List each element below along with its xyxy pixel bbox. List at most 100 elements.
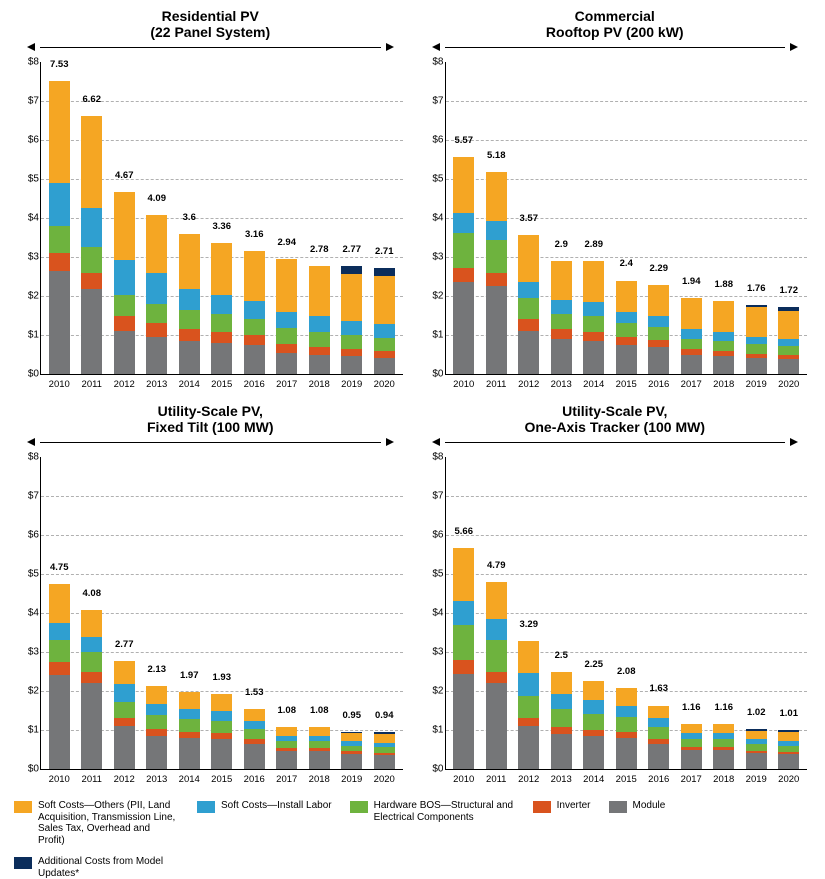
bar-stack	[179, 692, 200, 769]
legend-label: Additional Costs from Model Updates*	[38, 856, 179, 879]
bar-segment-soft_other	[746, 731, 767, 739]
bar-segment-module	[81, 289, 102, 374]
bar-segment-install_labor	[276, 312, 297, 328]
bar-segment-module	[486, 286, 507, 374]
bar-total-label: 3.16	[245, 229, 264, 240]
bar-stack	[518, 235, 539, 374]
y-tick-label: $8	[418, 57, 444, 68]
bar-total-label: 4.75	[50, 562, 69, 573]
bar-segment-inverter	[486, 672, 507, 684]
bar-column: 1.012020	[773, 457, 806, 769]
bar-segment-soft_other	[244, 709, 265, 721]
bar-column: 1.532016	[238, 457, 271, 769]
bar-stack	[309, 727, 330, 769]
bar-segment-install_labor	[583, 700, 604, 714]
bar-segment-soft_other	[551, 672, 572, 694]
bar-segment-inverter	[49, 253, 70, 271]
range-arrow	[431, 437, 800, 447]
x-tick-label: 2020	[778, 774, 799, 785]
x-tick-label: 2011	[486, 379, 506, 390]
bar-stack	[551, 261, 572, 374]
bar-segment-module	[681, 355, 702, 374]
bar-column: 2.42015	[610, 62, 643, 374]
legend-item: Soft Costs—Others (PII, Land Acquisition…	[14, 800, 179, 846]
bar-total-label: 2.08	[617, 666, 636, 677]
bar-total-label: 5.66	[455, 526, 474, 537]
bar-column: 1.022019	[740, 457, 773, 769]
bar-segment-module	[49, 271, 70, 374]
bar-column: 1.632016	[643, 457, 676, 769]
y-tick-label: $6	[13, 135, 39, 146]
bar-segment-module	[49, 675, 70, 769]
bar-total-label: 5.18	[487, 150, 506, 161]
bar-segment-inverter	[616, 337, 637, 345]
arrow-right-icon	[789, 437, 799, 447]
bar-segment-soft_other	[713, 724, 734, 733]
bar-segment-module	[713, 750, 734, 769]
x-tick-label: 2010	[453, 774, 474, 785]
x-tick-label: 2017	[681, 774, 702, 785]
bar-segment-bos	[486, 240, 507, 273]
bar-segment-install_labor	[518, 282, 539, 298]
y-tick-label: $8	[13, 57, 39, 68]
bar-segment-soft_other	[518, 641, 539, 673]
y-tick-label: $1	[418, 330, 444, 341]
bar-segment-inverter	[81, 672, 102, 684]
bar-segment-soft_other	[616, 688, 637, 706]
bar-segment-bos	[211, 314, 232, 332]
bar-column: 3.62014	[173, 62, 206, 374]
y-tick-label: $4	[418, 213, 444, 224]
x-tick-label: 2014	[583, 774, 604, 785]
bar-total-label: 2.25	[585, 659, 604, 670]
chart-panel: Residential PV (22 Panel System) $0$1$2$…	[8, 8, 413, 393]
bar-segment-install_labor	[211, 711, 232, 721]
x-tick-label: 2020	[374, 379, 395, 390]
chart-area: $0$1$2$3$4$5$6$7$87.5320106.6220114.6720…	[12, 58, 409, 393]
y-tick-label: $2	[418, 291, 444, 302]
x-tick-label: 2018	[713, 774, 734, 785]
bar-stack	[583, 681, 604, 769]
bar-segment-bos	[713, 341, 734, 351]
bar-segment-module	[244, 744, 265, 769]
chart-panel: Utility-Scale PV, One-Axis Tracker (100 …	[413, 403, 818, 788]
bar-segment-module	[276, 751, 297, 769]
bar-segment-bos	[276, 741, 297, 748]
bar-column: 3.572012	[513, 62, 546, 374]
x-tick-label: 2019	[746, 379, 767, 390]
bar-segment-soft_other	[453, 548, 474, 601]
bar-segment-module	[713, 356, 734, 374]
bar-total-label: 2.94	[278, 237, 297, 248]
bar-segment-bos	[179, 310, 200, 329]
bars-container: 5.6620104.7920113.2920122.520132.2520142…	[446, 457, 808, 769]
y-tick-label: $4	[418, 608, 444, 619]
bar-segment-install_labor	[551, 694, 572, 710]
bar-segment-install_labor	[211, 295, 232, 314]
x-tick-label: 2010	[49, 774, 70, 785]
bar-segment-soft_other	[309, 727, 330, 736]
bar-stack	[146, 215, 167, 374]
bar-total-label: 2.78	[310, 244, 329, 255]
bar-stack	[244, 709, 265, 769]
bar-stack	[583, 261, 604, 374]
bar-segment-install_labor	[778, 339, 799, 346]
bar-segment-bos	[518, 696, 539, 717]
bar-column: 2.52013	[545, 457, 578, 769]
bar-segment-install_labor	[179, 289, 200, 310]
bar-segment-bos	[453, 233, 474, 268]
bar-segment-module	[648, 347, 669, 374]
bar-total-label: 1.53	[245, 687, 264, 698]
bar-segment-bos	[486, 640, 507, 671]
bar-segment-module	[309, 751, 330, 769]
bar-total-label: 1.97	[180, 670, 199, 681]
bar-segment-bos	[276, 328, 297, 344]
bar-total-label: 4.08	[83, 588, 102, 599]
y-tick-label: $5	[418, 569, 444, 580]
bar-segment-install_labor	[681, 329, 702, 338]
bar-column: 1.972014	[173, 457, 206, 769]
bar-column: 3.362015	[206, 62, 239, 374]
bar-stack	[244, 251, 265, 374]
bar-column: 1.762019	[740, 62, 773, 374]
legend-swatch	[14, 857, 32, 869]
bar-total-label: 1.16	[682, 702, 701, 713]
bar-column: 2.252014	[578, 457, 611, 769]
